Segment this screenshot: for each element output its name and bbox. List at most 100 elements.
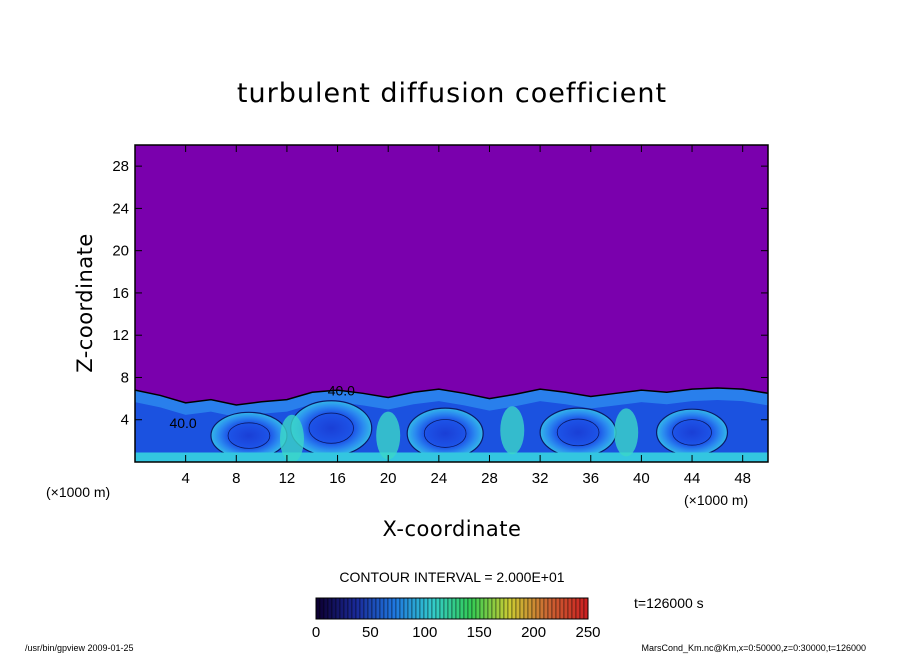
colorbar-stripe (383, 597, 389, 620)
colorbar-stripe (579, 597, 585, 620)
eddy-contour (423, 419, 467, 448)
colorbar-stripe (503, 597, 509, 620)
colorbar-stripe (367, 597, 373, 620)
boundary-layer-field (135, 387, 768, 462)
colorbar-stripe (447, 597, 453, 620)
x-unit-left: (×1000 m) (46, 484, 110, 500)
colorbar-tick-label: 100 (412, 624, 437, 641)
colorbar-stripe (451, 597, 457, 620)
x-tick-label: 40 (633, 470, 650, 487)
plot-area: 40.0 40.0 (134, 144, 769, 463)
colorbar: 0 50 100 150 200 250 (312, 597, 601, 641)
colorbar-stripe (511, 597, 517, 620)
colorbar-stripe (355, 597, 361, 620)
colorbar-stripe (315, 597, 321, 620)
colorbar-stripe (483, 597, 489, 620)
colorbar-stripe (339, 597, 345, 620)
colorbar-stripe (411, 597, 417, 620)
eddy-contour (672, 419, 712, 446)
colorbar-stripe (527, 597, 533, 620)
colorbar-tick-label: 50 (362, 624, 379, 641)
eddy-contour (227, 422, 271, 449)
eddy-core (655, 408, 729, 457)
colorbar-stripe (523, 597, 529, 620)
y-tick-label: 12 (112, 327, 129, 344)
colorbar-stripe (371, 597, 377, 620)
x-tick-label: 4 (181, 470, 189, 487)
x-tick-label: 28 (481, 470, 498, 487)
colorbar-stripe (559, 597, 565, 620)
colorbar-stripe (507, 597, 513, 620)
contour-line-0 (135, 387, 768, 406)
y-tick-label: 16 (112, 285, 129, 302)
y-axis-label: Z-coordinate (73, 233, 97, 373)
contour-label: 40.0 (169, 415, 196, 431)
colorbar-frame (315, 597, 589, 620)
colorbar-stripe (335, 597, 341, 620)
colorbar-stripe (363, 597, 369, 620)
colorbar-stripe (331, 597, 337, 620)
colorbar-stripe (351, 597, 357, 620)
time-label: t=126000 s (634, 595, 704, 611)
colorbar-stripe (467, 597, 473, 620)
y-tick-label: 28 (112, 158, 129, 175)
colorbar-stripe (531, 597, 537, 620)
colorbar-tick-label: 0 (312, 624, 320, 641)
footer-left: /usr/bin/gpview 2009-01-25 (25, 643, 134, 653)
colorbar-stripe (323, 597, 329, 620)
x-tick-label: 20 (380, 470, 397, 487)
eddy-contour (556, 418, 600, 447)
colorbar-stripe (555, 597, 561, 620)
eddy-core (406, 407, 484, 460)
colorbar-stripe (515, 597, 521, 620)
colorbar-stripe (563, 597, 569, 620)
colorbar-stripe (547, 597, 553, 620)
colorbar-stripes (315, 597, 589, 620)
colorbar-ticks: 0 50 100 150 200 250 (312, 624, 601, 641)
colorbar-stripe (551, 597, 557, 620)
colorbar-stripe (487, 597, 493, 620)
updraft-plume (376, 411, 401, 460)
colorbar-stripe (379, 597, 385, 620)
y-tick-label: 24 (112, 200, 129, 217)
footer-right: MarsCond_Km.nc@Km,x=0:50000,z=0:30000,t=… (641, 643, 866, 653)
contour-interval-label: CONTOUR INTERVAL = 2.000E+01 (339, 569, 564, 585)
colorbar-tick-label: 200 (521, 624, 546, 641)
x-tick-label: 12 (279, 470, 296, 487)
colorbar-stripe (431, 597, 437, 620)
y-tick-label: 4 (121, 412, 129, 429)
contour-labels: 40.0 40.0 (169, 382, 355, 431)
y-tick-label: 20 (112, 243, 129, 260)
colorbar-stripe (499, 597, 505, 620)
colorbar-stripe (519, 597, 525, 620)
colorbar-stripe (567, 597, 573, 620)
colorbar-stripe (391, 597, 397, 620)
x-tick-label: 36 (582, 470, 599, 487)
x-unit-right: (×1000 m) (684, 492, 748, 508)
colorbar-stripe (359, 597, 365, 620)
colorbar-stripe (455, 597, 461, 620)
colorbar-stripe (375, 597, 381, 620)
colorbar-stripe (459, 597, 465, 620)
colorbar-tick-label: 250 (575, 624, 600, 641)
chart-title: turbulent diffusion coefficient (237, 78, 667, 109)
colorbar-stripe (471, 597, 477, 620)
colorbar-stripe (463, 597, 469, 620)
colorbar-stripe (423, 597, 429, 620)
colorbar-stripe (543, 597, 549, 620)
colorbar-stripe (495, 597, 501, 620)
x-tick-label: 44 (684, 470, 701, 487)
x-axis: 4 8 12 16 20 24 28 32 36 40 44 48 (181, 145, 751, 487)
y-axis: 4 8 12 16 20 24 28 (112, 158, 768, 429)
colorbar-stripe (491, 597, 497, 620)
colorbar-stripe (427, 597, 433, 620)
colorbar-stripe (399, 597, 405, 620)
plot-frame (134, 144, 769, 463)
colorbar-stripe (415, 597, 421, 620)
colorbar-stripe (407, 597, 413, 620)
updraft-plume (279, 414, 304, 462)
colorbar-stripe (435, 597, 441, 620)
colorbar-stripe (403, 597, 409, 620)
colorbar-stripe (575, 597, 581, 620)
